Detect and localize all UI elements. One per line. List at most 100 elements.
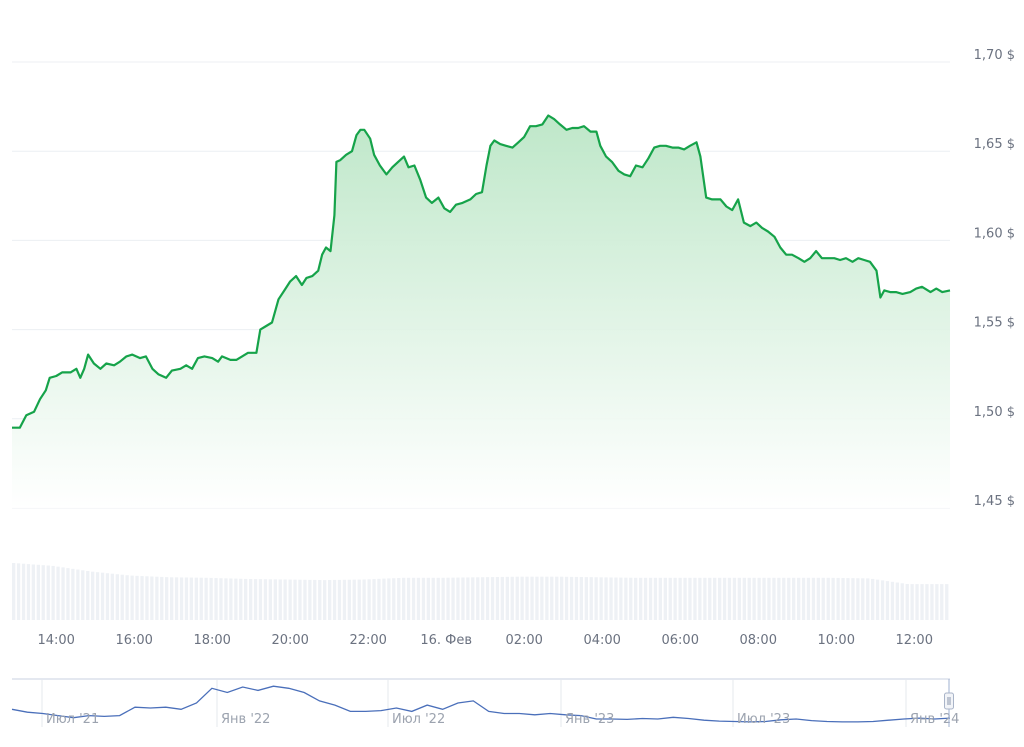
- navigator-series: [11, 685, 951, 723]
- volume-bar: [742, 577, 746, 620]
- volume-bar: [540, 576, 544, 620]
- volume-bar: [253, 579, 258, 620]
- volume-bar: [76, 569, 80, 620]
- volume-bar: [150, 576, 154, 620]
- volume-bar: [120, 574, 124, 620]
- volume-bar: [36, 564, 40, 620]
- volume-bar: [619, 577, 623, 620]
- volume-bar: [145, 576, 149, 620]
- volume-bar: [288, 579, 292, 620]
- volume-bar: [693, 577, 697, 620]
- x-tick-label: 18:00: [193, 633, 230, 648]
- volume-bar: [846, 578, 850, 620]
- x-tick-label: 14:00: [37, 633, 74, 648]
- volume-bar: [367, 579, 371, 620]
- volume-bar: [515, 576, 519, 620]
- volume-bar: [569, 576, 574, 620]
- volume-bar: [441, 577, 445, 620]
- volume-bar: [12, 563, 16, 620]
- navigator-tick-label: Июл '22: [392, 712, 445, 727]
- volume-bar: [436, 577, 440, 620]
- volume-bar: [100, 572, 105, 620]
- volume-bar: [584, 577, 588, 620]
- navigator-tick-label: Янв '23: [565, 712, 614, 727]
- volume-bar: [347, 579, 351, 620]
- volume-bar: [446, 577, 450, 620]
- volume-bar: [471, 577, 475, 620]
- volume-bar: [732, 577, 737, 620]
- volume-bar: [16, 563, 21, 620]
- volume-bar: [574, 576, 579, 620]
- volume-bar: [851, 578, 855, 620]
- volume-bar: [727, 577, 732, 620]
- volume-bar: [490, 577, 495, 620]
- volume-bar: [258, 579, 263, 620]
- volume-bar: [708, 577, 712, 620]
- volume-bar: [871, 578, 875, 620]
- volume-bar: [174, 577, 179, 620]
- volume-bar: [234, 578, 238, 620]
- volume-bar: [184, 577, 189, 620]
- volume-bar: [653, 577, 658, 620]
- volume-bar: [555, 576, 559, 620]
- volume-bar: [930, 584, 934, 620]
- volume-bar: [229, 578, 233, 620]
- volume-bar: [342, 579, 347, 620]
- volume-bar: [66, 568, 70, 620]
- volume-bar: [392, 578, 396, 620]
- volume-bar: [461, 577, 465, 620]
- y-tick-label: 1,55 $: [974, 316, 1015, 331]
- volume-bar: [298, 579, 302, 620]
- volume-bar: [797, 577, 801, 620]
- volume-bar: [500, 576, 504, 620]
- volume-bar: [105, 573, 110, 620]
- volume-bar: [935, 584, 939, 620]
- volume-bar: [91, 571, 95, 620]
- volume-bar: [303, 579, 307, 620]
- volume-bar: [801, 577, 806, 620]
- volume-bar: [357, 579, 361, 620]
- volume-bar: [402, 577, 406, 620]
- volume-bar: [239, 578, 243, 620]
- volume-bar: [589, 577, 593, 620]
- volume-bar: [155, 576, 159, 620]
- volume-bar: [377, 578, 381, 620]
- volume-bar: [179, 577, 184, 620]
- volume-bar: [214, 578, 218, 620]
- volume-bar: [836, 577, 840, 620]
- volume-bar: [278, 579, 282, 620]
- volume-bar: [668, 577, 672, 620]
- volume-bar: [915, 584, 919, 620]
- volume-bar: [135, 575, 139, 620]
- volume-bar: [752, 577, 756, 620]
- volume-bar: [31, 564, 35, 620]
- volume-bar: [337, 579, 342, 620]
- volume-bar: [456, 577, 460, 620]
- volume-bar: [421, 577, 426, 620]
- volume-bar: [648, 577, 653, 620]
- volume-bar: [431, 577, 435, 620]
- volume-bar: [372, 579, 376, 620]
- volume-bar: [816, 577, 820, 620]
- volume-bar: [273, 579, 277, 620]
- navigator-handle[interactable]: [944, 692, 954, 710]
- volume-bar: [900, 583, 904, 620]
- volume-bar: [545, 576, 549, 620]
- volume-bar: [599, 577, 603, 620]
- volume-bar: [293, 579, 297, 620]
- volume-bar: [26, 564, 31, 620]
- volume-bar: [895, 582, 899, 620]
- volume-bars: [12, 563, 949, 620]
- volume-bar: [323, 580, 327, 620]
- volume-bar: [362, 579, 366, 620]
- x-tick-label: 16:00: [115, 633, 152, 648]
- volume-bar: [747, 577, 751, 620]
- volume-bar: [451, 577, 455, 620]
- volume-bar: [86, 571, 90, 620]
- volume-bar: [525, 576, 529, 620]
- navigator[interactable]: Июл '21 Янв '22 Июл '22 Янв '23 Июл '23 Янв '…: [11, 678, 959, 727]
- volume-bar: [189, 577, 193, 620]
- volume-bar: [683, 577, 687, 620]
- volume-bar: [313, 579, 317, 620]
